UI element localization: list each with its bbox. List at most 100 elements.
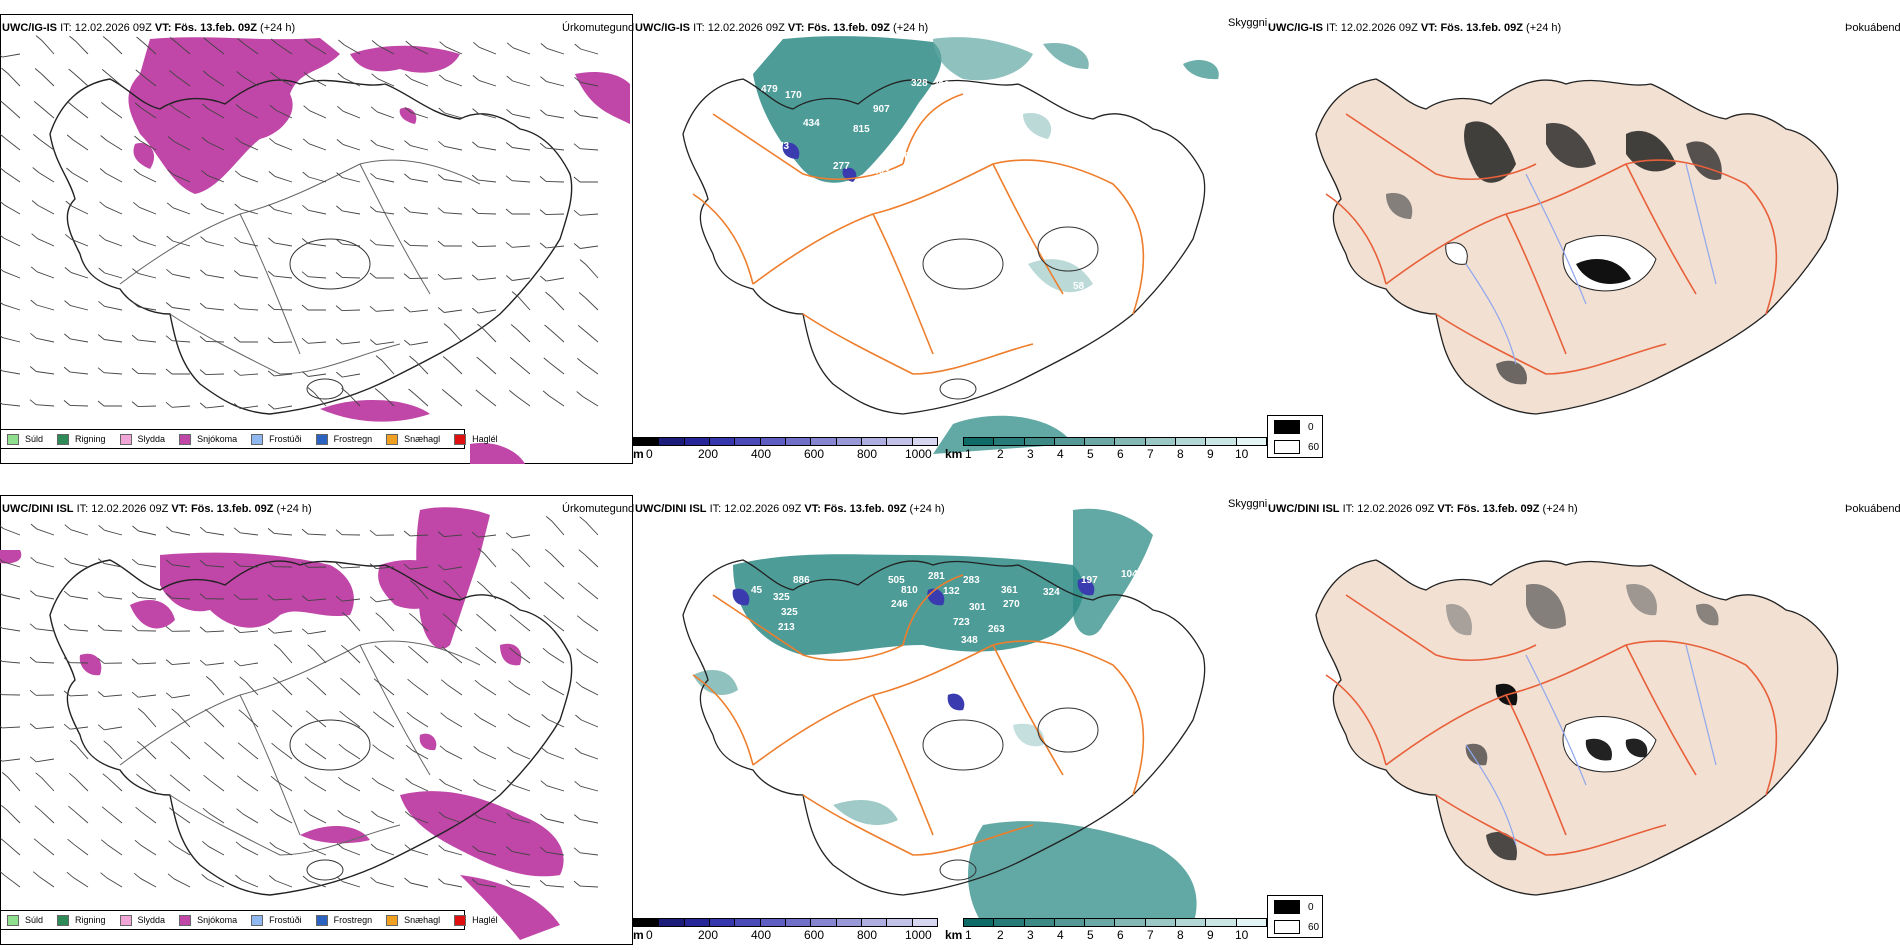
wind-barb-flag <box>409 580 417 586</box>
wind-barb <box>511 245 531 248</box>
snow-area <box>130 600 175 629</box>
wind-barb-flag <box>203 774 210 781</box>
wind-barb-flag <box>472 307 479 314</box>
wind-barb-flag <box>33 101 41 107</box>
snow-area <box>79 653 102 676</box>
wind-barb <box>515 362 531 375</box>
wind-barb <box>245 681 259 696</box>
wind-barb-flag <box>506 846 513 852</box>
wind-barb <box>176 746 191 760</box>
wind-barb-flag <box>509 357 517 363</box>
wind-barb-flag <box>63 690 71 697</box>
wind-barb <box>70 371 89 375</box>
unit-label: km <box>945 447 963 461</box>
wind-barb-flag <box>542 647 550 654</box>
wind-barb <box>4 204 21 215</box>
wind-barb <box>579 213 599 216</box>
wind-barb <box>447 684 463 696</box>
wind-barb-flag <box>369 339 377 345</box>
header-precip-1: UWC/IG-IS IT: 12.02.2026 09Z VT: Fös. 13… <box>2 22 296 34</box>
wind-barb-flag <box>0 837 7 844</box>
wind-barb-flag <box>238 709 246 716</box>
wind-barb <box>175 812 191 824</box>
wind-barb <box>276 43 293 55</box>
fog-map-2 <box>1315 559 1839 896</box>
wind-barb-flag <box>131 401 139 407</box>
wind-barb <box>174 845 191 856</box>
label-precip-1: Úrkomutegund <box>562 22 635 34</box>
tick: 7 <box>1147 447 1154 461</box>
wind-barb-flag <box>577 582 585 589</box>
wind-barb-flag <box>403 530 411 537</box>
wind-barb <box>483 328 497 343</box>
wind-barb-flag <box>29 689 37 696</box>
wind-barb <box>138 306 157 311</box>
wind-barb-flag <box>0 558 4 563</box>
wind-barb <box>307 533 327 536</box>
wind-barb <box>546 277 565 282</box>
wind-barb-flag <box>199 626 207 633</box>
wind-barb-flag <box>301 238 309 244</box>
wind-barb <box>581 719 599 728</box>
wind-barb <box>347 617 361 632</box>
wind-barb <box>107 107 123 119</box>
wind-barb <box>36 304 55 311</box>
wind-barb-flag <box>337 105 344 112</box>
header-cloud-2: UWC/DINI ISL IT: 12.02.2026 09Z VT: Fös.… <box>635 503 945 515</box>
cloud-map-1: 479 170 434 907 815 73 277 403 350 650 9… <box>682 31 1219 454</box>
cloud-map-2: 45 886 325 325 213 505 810 246 281 132 2… <box>682 508 1206 925</box>
wind-barb <box>449 585 463 600</box>
wind-barb <box>583 620 599 632</box>
wind-barb-flag <box>441 679 448 686</box>
wind-barb-flag <box>441 646 449 653</box>
wind-barb-flag <box>542 680 549 687</box>
wind-barb-flag <box>369 305 377 312</box>
wind-barb-flag <box>404 877 411 884</box>
wind-barb <box>409 244 429 247</box>
cloud-value: 197 <box>1081 575 1098 586</box>
wind-barb <box>546 884 565 888</box>
cloud-value: 45 <box>751 585 763 596</box>
fog-area <box>1386 193 1413 219</box>
cloud-value: 886 <box>793 575 810 586</box>
wind-barb <box>206 241 225 247</box>
snow-area <box>160 552 354 628</box>
wind-barb-flag <box>371 810 378 817</box>
wind-barb-flag <box>0 692 3 696</box>
wind-barb-flag <box>439 778 446 785</box>
wind-barb <box>585 264 599 279</box>
wind-barb-flag <box>202 103 209 110</box>
wind-barb <box>210 746 225 760</box>
wind-barb-flag <box>438 844 445 851</box>
tick: 800 <box>857 928 878 942</box>
wind-barb <box>375 244 395 247</box>
cloud-base-area <box>947 693 965 711</box>
wind-barb-flag <box>301 528 309 535</box>
wind-barb <box>107 74 123 87</box>
wind-barb <box>137 662 157 665</box>
wind-barb <box>207 174 225 183</box>
wind-barb <box>477 245 497 248</box>
wind-barb <box>70 338 89 343</box>
wind-barb-flag <box>303 105 310 112</box>
cloud-value: 104 <box>1121 569 1138 580</box>
wind-barb <box>514 685 531 696</box>
wind-barb-flag <box>374 645 382 652</box>
wind-barb <box>70 529 89 536</box>
wind-barb-flag <box>202 807 210 814</box>
wind-barb <box>209 42 225 55</box>
wind-barb <box>2 53 21 58</box>
cloud-value: 392 <box>933 80 950 91</box>
wind-barb <box>277 747 293 760</box>
wind-barb <box>240 175 259 183</box>
wind-barb <box>210 713 225 728</box>
cloud-value: 73 <box>778 141 790 152</box>
glacier <box>922 238 1004 290</box>
wind-barb-flag <box>270 38 278 45</box>
wind-barb <box>140 844 157 856</box>
wind-barb <box>546 785 565 792</box>
wind-barb <box>343 814 361 824</box>
wind-barb <box>243 43 259 55</box>
wind-barb-flag <box>576 391 583 397</box>
wind-barb <box>377 815 395 824</box>
